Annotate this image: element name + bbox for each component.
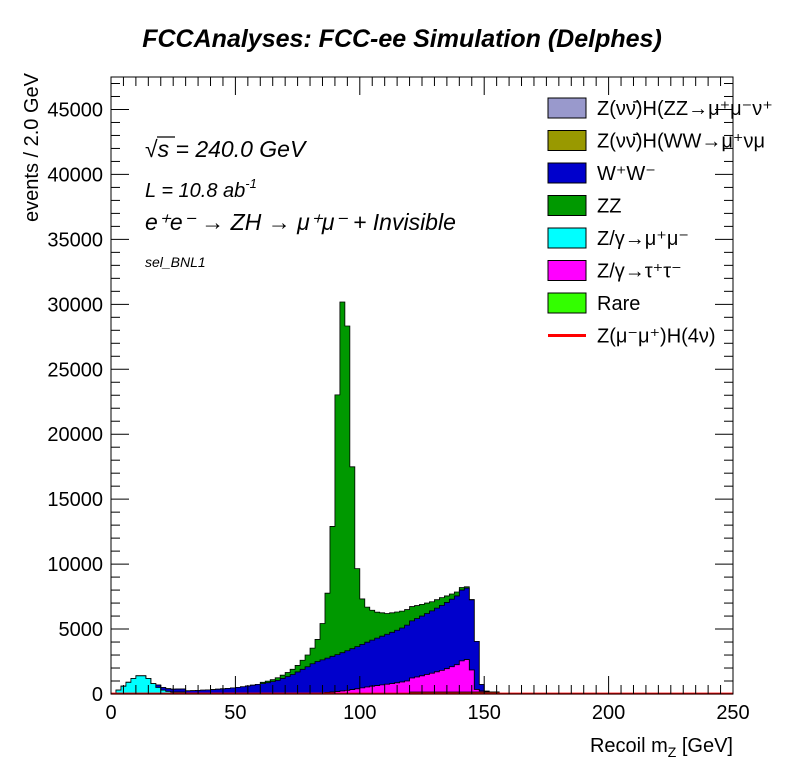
- x-tick-label: 250: [716, 702, 749, 724]
- legend-label: W⁺W⁻: [597, 163, 656, 185]
- legend-swatch: [547, 162, 587, 184]
- legend-label: Z(νν̄)H(ZZ→μ⁺μ⁻ν⁺: [597, 98, 773, 120]
- y-tick-label: 10000: [47, 554, 103, 576]
- legend-swatch: [547, 130, 587, 151]
- legend-swatch: [547, 195, 587, 216]
- y-tick-label: 0: [92, 684, 103, 706]
- legend-label: Z(νν̄)H(WW→μ⁺νμ: [597, 131, 765, 153]
- x-tick-label: 100: [343, 702, 376, 724]
- legend-label: Z/γ→τ⁺τ⁻: [597, 261, 682, 283]
- selection-annotation: sel_BNL1: [145, 254, 206, 270]
- x-axis-label: Recoil mZ [GeV]: [590, 735, 733, 760]
- legend-swatch: [547, 292, 587, 314]
- y-tick-label: 40000: [47, 164, 103, 186]
- legend-label: ZZ: [597, 196, 621, 218]
- process-annotation: e⁺e⁻ → ZH → μ⁺μ⁻ + Invisible: [145, 209, 456, 235]
- legend: Z(νν̄)H(ZZ→μ⁺μ⁻ν⁺ Z(νν̄)H(WW→μ⁺νμ W⁺W⁻ ZZ Z/…: [547, 97, 773, 348]
- y-axis-label: events / 2.0 GeV: [21, 72, 43, 222]
- y-tick-label: 25000: [47, 359, 103, 381]
- legend-swatch: [547, 227, 587, 249]
- y-tick-label: 15000: [47, 489, 103, 511]
- x-tick-label: 150: [468, 702, 501, 724]
- legend-swatch: [547, 260, 587, 281]
- legend-swatch: [547, 97, 587, 119]
- x-tick-label: 0: [105, 702, 116, 724]
- y-tick-label: 45000: [47, 99, 103, 121]
- stacked-histograms: [111, 301, 733, 695]
- axes: 0 50 100 150 200 250 0 5000 10000 15000 20000 25000…: [47, 76, 750, 724]
- chart-title: FCCAnalyses: FCC-ee Simulation (Delphes): [142, 25, 662, 53]
- legend-label: Rare: [597, 293, 640, 315]
- x-tick-label: 200: [592, 702, 625, 724]
- y-tick-label: 30000: [47, 294, 103, 316]
- legend-label: Z(μ⁻μ⁺)H(4ν): [597, 326, 716, 348]
- y-tick-label: 35000: [47, 229, 103, 251]
- legend-label: Z/γ→μ⁺μ⁻: [597, 228, 689, 250]
- y-tick-label: 20000: [47, 424, 103, 446]
- y-tick-label: 5000: [59, 619, 104, 641]
- energy-annotation: = 240.0 GeV: [176, 136, 308, 162]
- sqrt-s-annotation: √s = 240.0 GeV: [145, 136, 308, 162]
- x-tick-label: 50: [224, 702, 246, 724]
- annotations: √s = 240.0 GeV L = 10.8 ab-1 e⁺e⁻ → ZH →…: [145, 136, 456, 270]
- lumi-annotation: L = 10.8 ab-1: [145, 176, 257, 202]
